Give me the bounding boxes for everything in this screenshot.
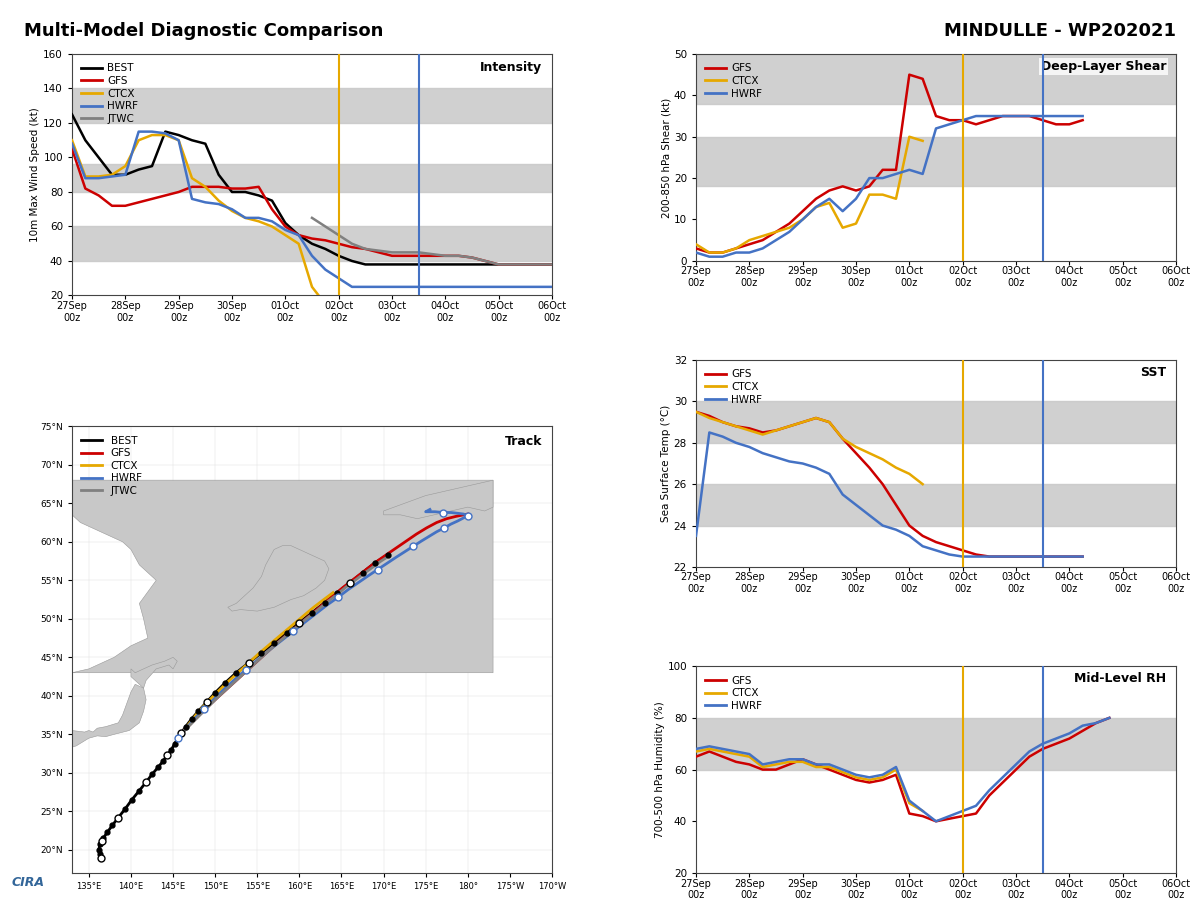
Text: Track: Track	[505, 436, 542, 448]
Text: Mid-Level RH: Mid-Level RH	[1074, 672, 1166, 686]
Text: CIRA: CIRA	[12, 876, 46, 888]
Bar	[696, 718, 1176, 770]
Polygon shape	[384, 481, 493, 518]
Y-axis label: 10m Max Wind Speed (kt): 10m Max Wind Speed (kt)	[30, 107, 41, 242]
Polygon shape	[13, 711, 47, 738]
Polygon shape	[228, 545, 329, 611]
Polygon shape	[131, 657, 178, 688]
Bar	[696, 401, 1176, 443]
Y-axis label: 200-850 hPa Shear (kt): 200-850 hPa Shear (kt)	[661, 97, 671, 218]
Text: MINDULLE - WP202021: MINDULLE - WP202021	[944, 22, 1176, 40]
Bar	[72, 88, 552, 123]
Legend: GFS, CTCX, HWRF: GFS, CTCX, HWRF	[701, 365, 767, 409]
Bar	[696, 137, 1176, 186]
Legend: BEST, GFS, CTCX, HWRF, JTWC: BEST, GFS, CTCX, HWRF, JTWC	[77, 431, 145, 500]
Legend: BEST, GFS, CTCX, HWRF, JTWC: BEST, GFS, CTCX, HWRF, JTWC	[77, 59, 143, 128]
Polygon shape	[47, 684, 146, 765]
Bar	[696, 484, 1176, 526]
Legend: GFS, CTCX, HWRF: GFS, CTCX, HWRF	[701, 59, 767, 103]
Bar	[72, 165, 552, 192]
Polygon shape	[72, 481, 493, 672]
Text: SST: SST	[1140, 366, 1166, 379]
Text: Deep-Layer Shear: Deep-Layer Shear	[1040, 60, 1166, 73]
Polygon shape	[42, 746, 64, 765]
Legend: GFS, CTCX, HWRF: GFS, CTCX, HWRF	[701, 671, 767, 715]
Text: Intensity: Intensity	[480, 61, 542, 74]
Bar	[72, 227, 552, 261]
Text: Multi-Model Diagnostic Comparison: Multi-Model Diagnostic Comparison	[24, 22, 383, 40]
Y-axis label: Sea Surface Temp (°C): Sea Surface Temp (°C)	[661, 405, 671, 522]
Y-axis label: 700-500 hPa Humidity (%): 700-500 hPa Humidity (%)	[654, 701, 665, 838]
Bar	[696, 54, 1176, 104]
